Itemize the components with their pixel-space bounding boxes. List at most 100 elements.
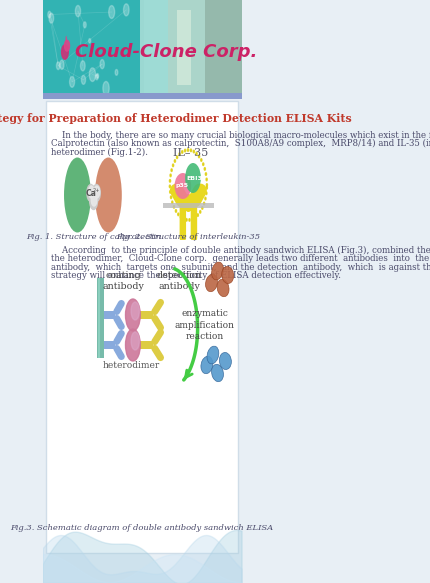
Bar — [104, 311, 115, 319]
Text: EBI3: EBI3 — [186, 175, 202, 181]
Circle shape — [173, 206, 175, 208]
Text: enzymatic
amplification
reaction: enzymatic amplification reaction — [175, 309, 234, 341]
Bar — [43, 93, 242, 99]
Text: According  to the principle of double antibody sandwich ELISA (Fig.3), combined : According to the principle of double ant… — [51, 245, 430, 255]
FancyBboxPatch shape — [180, 204, 186, 240]
Bar — [163, 203, 214, 208]
Circle shape — [95, 74, 98, 80]
Circle shape — [48, 11, 51, 18]
FancyArrowPatch shape — [117, 318, 121, 326]
Circle shape — [201, 159, 202, 161]
Text: Novel Strategy for Preparation of Heterodimer Detection ELISA Kits: Novel Strategy for Preparation of Hetero… — [0, 113, 351, 124]
Circle shape — [192, 218, 193, 220]
Text: In the body, there are so many crucial biological macro-molecules which exist in: In the body, there are so many crucial b… — [51, 131, 430, 139]
FancyArrowPatch shape — [155, 318, 160, 328]
Bar — [205, 0, 242, 95]
FancyBboxPatch shape — [190, 204, 197, 240]
Ellipse shape — [217, 279, 229, 297]
Circle shape — [189, 219, 190, 221]
FancyArrowPatch shape — [155, 332, 160, 342]
Text: Fig. 1. Structure of calprotectin: Fig. 1. Structure of calprotectin — [26, 233, 161, 241]
Text: detection
antibody: detection antibody — [157, 271, 202, 291]
Circle shape — [203, 163, 204, 166]
Circle shape — [203, 202, 205, 205]
Bar — [43, 0, 144, 95]
Text: coating
antibody: coating antibody — [103, 271, 144, 291]
Circle shape — [64, 40, 70, 51]
Circle shape — [70, 76, 74, 87]
Circle shape — [199, 155, 200, 158]
Circle shape — [96, 73, 98, 78]
Circle shape — [103, 82, 109, 95]
FancyArrowPatch shape — [117, 303, 121, 311]
Circle shape — [193, 150, 194, 153]
Circle shape — [170, 191, 171, 193]
Ellipse shape — [95, 157, 122, 233]
Bar — [98, 278, 100, 358]
Circle shape — [87, 184, 95, 202]
Circle shape — [206, 187, 207, 189]
Ellipse shape — [65, 36, 67, 43]
Text: Fig. 2. Structure of interleukin-35: Fig. 2. Structure of interleukin-35 — [117, 233, 261, 241]
Circle shape — [169, 180, 171, 182]
Circle shape — [169, 185, 171, 188]
Circle shape — [109, 6, 115, 19]
Ellipse shape — [219, 353, 231, 370]
Text: heterodimer: heterodimer — [103, 360, 160, 370]
Circle shape — [56, 62, 60, 69]
Circle shape — [174, 160, 175, 162]
Circle shape — [131, 302, 139, 320]
Circle shape — [190, 149, 191, 152]
Text: strategy will enhance the specificity of ELISA detection effectively.: strategy will enhance the specificity of… — [51, 271, 341, 280]
Circle shape — [178, 213, 179, 216]
Circle shape — [123, 4, 129, 16]
Ellipse shape — [201, 356, 213, 374]
Circle shape — [90, 192, 98, 209]
Circle shape — [206, 192, 207, 195]
Circle shape — [172, 164, 174, 167]
Text: Fig.3. Schematic diagram of double antibody sandwich ELISA: Fig.3. Schematic diagram of double antib… — [11, 524, 274, 532]
Circle shape — [94, 186, 100, 198]
Circle shape — [100, 59, 104, 69]
Ellipse shape — [175, 173, 191, 199]
Text: p35: p35 — [175, 184, 188, 188]
Text: 2+: 2+ — [92, 188, 99, 192]
Circle shape — [89, 68, 95, 82]
Circle shape — [204, 168, 206, 170]
Circle shape — [61, 45, 68, 59]
Circle shape — [83, 22, 86, 28]
FancyArrowPatch shape — [155, 349, 160, 357]
Circle shape — [80, 61, 85, 71]
Circle shape — [126, 329, 140, 361]
Bar — [177, 10, 190, 85]
Ellipse shape — [185, 163, 201, 193]
Circle shape — [179, 153, 180, 156]
Bar — [140, 341, 153, 349]
Text: heterodimer (Fig.1-2).: heterodimer (Fig.1-2). — [51, 147, 148, 157]
Text: Calprotectin (also known as calprotectin,  S100A8/A9 complex,  MRP8/14) and IL-3: Calprotectin (also known as calprotectin… — [51, 139, 430, 148]
Text: antibody,  which  targets one  subunit,  and the detection  antibody,  which  is: antibody, which targets one subunit, and… — [51, 262, 430, 272]
Ellipse shape — [206, 275, 218, 292]
Circle shape — [176, 156, 178, 159]
Circle shape — [171, 169, 172, 171]
Bar — [46, 101, 238, 553]
Bar — [104, 341, 115, 349]
Ellipse shape — [222, 266, 233, 283]
Circle shape — [89, 186, 94, 198]
Circle shape — [206, 178, 207, 181]
Circle shape — [206, 184, 208, 187]
Ellipse shape — [64, 157, 91, 233]
Circle shape — [115, 69, 118, 75]
Circle shape — [187, 149, 189, 152]
Circle shape — [81, 75, 86, 85]
FancyArrowPatch shape — [194, 191, 200, 201]
Circle shape — [186, 219, 187, 221]
Circle shape — [195, 216, 196, 219]
Bar — [43, 0, 242, 95]
Circle shape — [197, 214, 198, 216]
Circle shape — [89, 38, 91, 43]
Circle shape — [181, 150, 183, 153]
Ellipse shape — [183, 194, 194, 212]
Circle shape — [205, 197, 206, 200]
Ellipse shape — [212, 262, 224, 280]
